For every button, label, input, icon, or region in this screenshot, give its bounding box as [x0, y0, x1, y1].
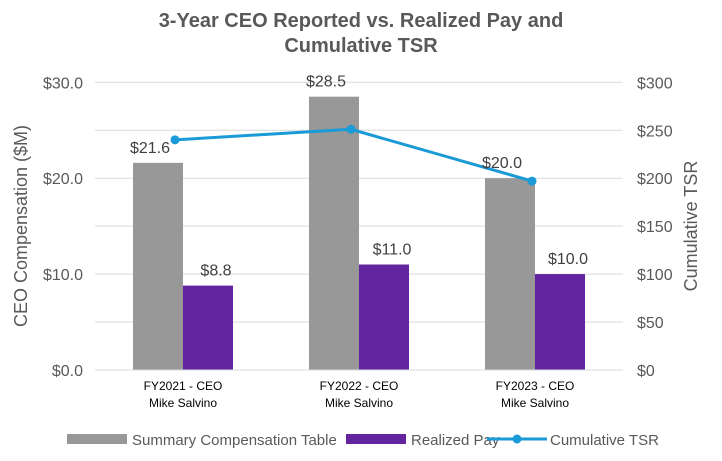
- data-label: $28.5: [306, 74, 346, 91]
- x-tick-label: FY2021 - CEO: [144, 379, 223, 393]
- tsr-point: [527, 176, 537, 186]
- bar-summary-comp: [133, 162, 183, 370]
- y2-tick-label: $0: [637, 363, 655, 380]
- x-tick-label: FY2022 - CEO: [320, 379, 399, 393]
- x-tick-label: Mike Salvino: [149, 396, 217, 410]
- data-label: $20.0: [482, 155, 522, 172]
- y-tick-label: $0.0: [52, 363, 83, 380]
- x-tick-label: Mike Salvino: [325, 396, 393, 410]
- chart-title-line-2: Cumulative TSR: [284, 35, 438, 57]
- legend-label: Realized Pay: [411, 432, 500, 449]
- data-labels: $21.6 $8.8 $28.5 $11.0 $20.0 $10.0: [130, 74, 588, 280]
- bar-summary-comp: [485, 178, 535, 370]
- y2-tick-label: $50: [637, 315, 664, 332]
- legend-swatch-summary-comp: [67, 434, 127, 444]
- y-tick-label: $10.0: [43, 267, 83, 284]
- x-tick-label: Mike Salvino: [501, 396, 569, 410]
- bar-realized-pay: [359, 264, 409, 370]
- data-label: $8.8: [200, 263, 231, 280]
- y-tick-label: $30.0: [43, 75, 83, 92]
- y2-tick-label: $150: [637, 219, 673, 236]
- bar-realized-pay: [535, 274, 585, 370]
- tsr-line: [170, 124, 537, 186]
- data-label: $10.0: [548, 251, 588, 268]
- legend-label: Summary Compensation Table: [132, 432, 337, 449]
- legend-swatch-realized-pay: [346, 434, 406, 444]
- tsr-point: [170, 135, 180, 145]
- y2-tick-label: $200: [637, 171, 673, 188]
- data-label: $11.0: [373, 242, 412, 259]
- bar-realized-pay: [183, 285, 233, 370]
- bars: [133, 96, 585, 370]
- bar-summary-comp: [309, 96, 359, 370]
- y-axis-label: CEO Compensation ($M): [11, 125, 31, 327]
- chart-title-line-1: 3-Year CEO Reported vs. Realized Pay and: [159, 10, 564, 32]
- tsr-point: [346, 124, 356, 134]
- x-tick-label: FY2023 - CEO: [496, 379, 575, 393]
- y2-tick-label: $250: [637, 123, 673, 140]
- y2-axis-label: Cumulative TSR: [681, 161, 701, 292]
- y-tick-label: $20.0: [43, 171, 83, 188]
- y2-tick-label: $100: [637, 267, 673, 284]
- legend: Summary Compensation Table Realized Pay Cu…: [67, 432, 659, 449]
- legend-label: Cumulative TSR: [550, 432, 659, 449]
- legend-marker-tsr: [512, 434, 522, 444]
- data-label: $21.6: [130, 140, 170, 157]
- y2-tick-label: $300: [637, 75, 673, 92]
- axes: $0$50$100$150$200$250$300$0.0$10.0$20.0$…: [43, 75, 673, 410]
